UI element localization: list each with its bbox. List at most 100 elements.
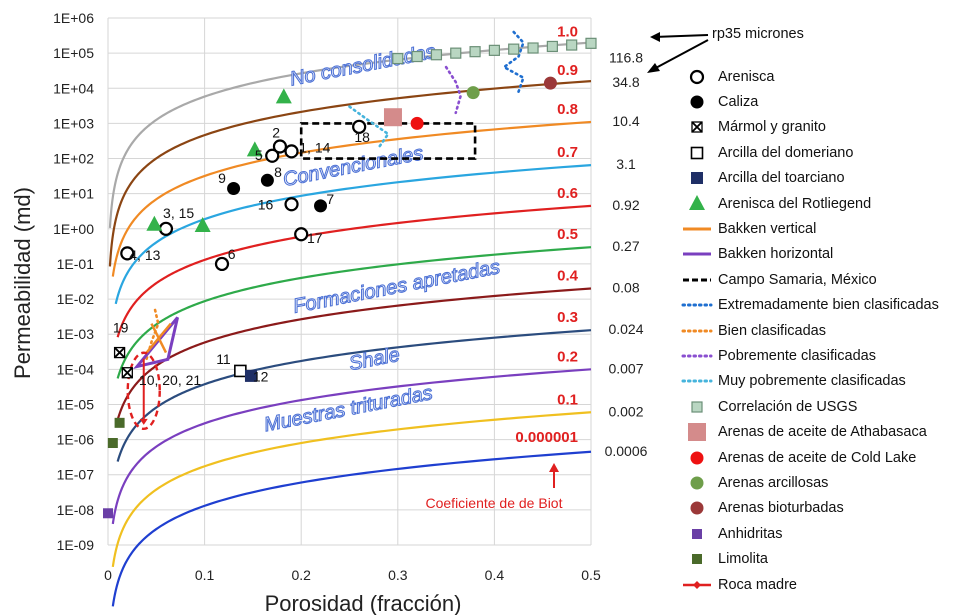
legend-label: Arcilla del domeriano — [718, 144, 854, 161]
point-label: 12 — [253, 369, 269, 385]
data-point — [284, 197, 299, 212]
x-tick-label: 0.3 — [388, 567, 408, 583]
legend-symbol — [692, 554, 702, 565]
region-label: No consolidadas — [288, 41, 437, 91]
point-label: 8 — [274, 164, 282, 180]
legend-label: Mármol y granito — [718, 119, 826, 136]
usgs-point — [546, 40, 558, 53]
legend-symbol — [691, 172, 703, 185]
legend-marker — [683, 580, 711, 589]
legend-marker — [690, 146, 704, 160]
data-point — [107, 438, 118, 449]
biot-curve-0.7 — [114, 164, 592, 305]
biot-label: 0.3 — [557, 309, 578, 326]
usgs-point — [392, 52, 404, 65]
legend-symbol — [692, 528, 702, 539]
point-label: 7 — [326, 191, 334, 207]
legend-symbol — [690, 451, 704, 465]
roca-madre-ellipse — [126, 351, 161, 431]
legend-symbol — [681, 303, 713, 307]
x-tick-label: 0 — [104, 567, 112, 583]
legend-label: Caliza — [718, 94, 759, 111]
rp35-annotation: rp35 micrones — [712, 26, 804, 42]
rp35-value: 0.27 — [612, 238, 639, 254]
biot-annotation: Coeficiente de de Biot — [426, 495, 563, 511]
biot-label: 0.5 — [557, 226, 578, 243]
y-tick-label: 1E+00 — [53, 221, 94, 237]
legend-marker — [692, 528, 702, 539]
legend-item: Bakken vertical — [680, 216, 976, 241]
data-point — [284, 144, 299, 159]
point-label: 3, 15 — [163, 205, 194, 221]
point-label: 9 — [218, 170, 226, 186]
data-point — [234, 364, 247, 378]
data-point — [227, 182, 241, 196]
legend-marker — [691, 172, 703, 185]
biot-label: 0.7 — [557, 144, 578, 161]
data-point — [410, 116, 424, 130]
legend-label: Correlación de USGS — [718, 398, 858, 415]
rp35-value: 3.1 — [616, 156, 636, 172]
biot-label: 0.2 — [557, 348, 578, 365]
rp35-value: 34.8 — [612, 74, 639, 90]
legend-item: Bien clasificadas — [680, 318, 976, 343]
biot-label: 0.6 — [557, 185, 578, 202]
data-point — [146, 215, 163, 231]
sorting-trend-line — [501, 30, 525, 93]
y-tick-label: 1E-05 — [57, 396, 95, 412]
biot-label: 1.0 — [557, 24, 578, 41]
y-tick-label: 1E-06 — [57, 432, 95, 448]
legend-marker — [692, 554, 702, 565]
chart-legend: Arenisca Caliza Mármol y granito Arcilla de… — [680, 64, 976, 597]
legend-item: Arenas bioturbadas — [680, 496, 976, 521]
x-tick-label: 0.2 — [291, 567, 311, 583]
biot-curve-0.5 — [116, 246, 592, 379]
rp35-arrowhead-1 — [650, 32, 660, 42]
biot-curve-0.2 — [111, 368, 592, 525]
usgs-point — [585, 37, 597, 49]
data-point — [103, 508, 113, 519]
legend-item: Correlación de USGS — [680, 394, 976, 419]
rp35-value: 0.92 — [612, 197, 639, 213]
y-tick-label: 1E-08 — [57, 502, 95, 518]
data-point — [275, 88, 292, 104]
biot-curve-0.000001 — [111, 450, 592, 607]
region-label: Shale — [347, 344, 401, 375]
rp35-value: 116.8 — [609, 50, 643, 66]
legend-symbol — [691, 121, 703, 134]
y-tick-label: 1E+06 — [53, 10, 94, 26]
marker-cross — [691, 121, 703, 134]
rp35-value: 10.4 — [612, 113, 639, 129]
rp35-arrowhead-2 — [647, 63, 660, 73]
y-tick-label: 1E-02 — [57, 291, 95, 307]
legend-item: Anhidritas — [680, 521, 976, 546]
data-point — [158, 221, 174, 236]
legend-label: Arenas de aceite de Cold Lake — [718, 449, 917, 466]
rp35-arrow-2 — [651, 39, 709, 71]
legend-marker — [691, 401, 703, 413]
sorting-trend-line — [348, 105, 390, 150]
point-label: 1, 14 — [299, 139, 330, 155]
legend-item: Bakken horizontal — [680, 242, 976, 267]
legend-item: Pobremente clasificadas — [680, 343, 976, 368]
data-point — [466, 86, 480, 100]
y-tick-label: 1E+02 — [53, 151, 94, 167]
usgs-point — [411, 50, 423, 63]
legend-symbol — [690, 146, 704, 160]
data-point — [314, 199, 328, 213]
point-label: 2 — [272, 124, 280, 140]
x-tick-label: 0.4 — [485, 567, 505, 583]
legend-symbol — [683, 580, 711, 589]
legend-item: Arenisca — [680, 64, 976, 89]
legend-item: Arenas de aceite de Cold Lake — [680, 445, 976, 470]
legend-symbol — [683, 278, 711, 282]
usgs-point — [430, 49, 443, 61]
legend-label: Pobremente clasificadas — [718, 347, 876, 364]
legend-symbol — [683, 227, 711, 231]
grid — [107, 17, 592, 546]
point-label: 6 — [228, 246, 236, 262]
legend-symbol — [681, 329, 713, 333]
legend-symbol — [689, 194, 705, 210]
point-label: 18 — [354, 129, 370, 145]
